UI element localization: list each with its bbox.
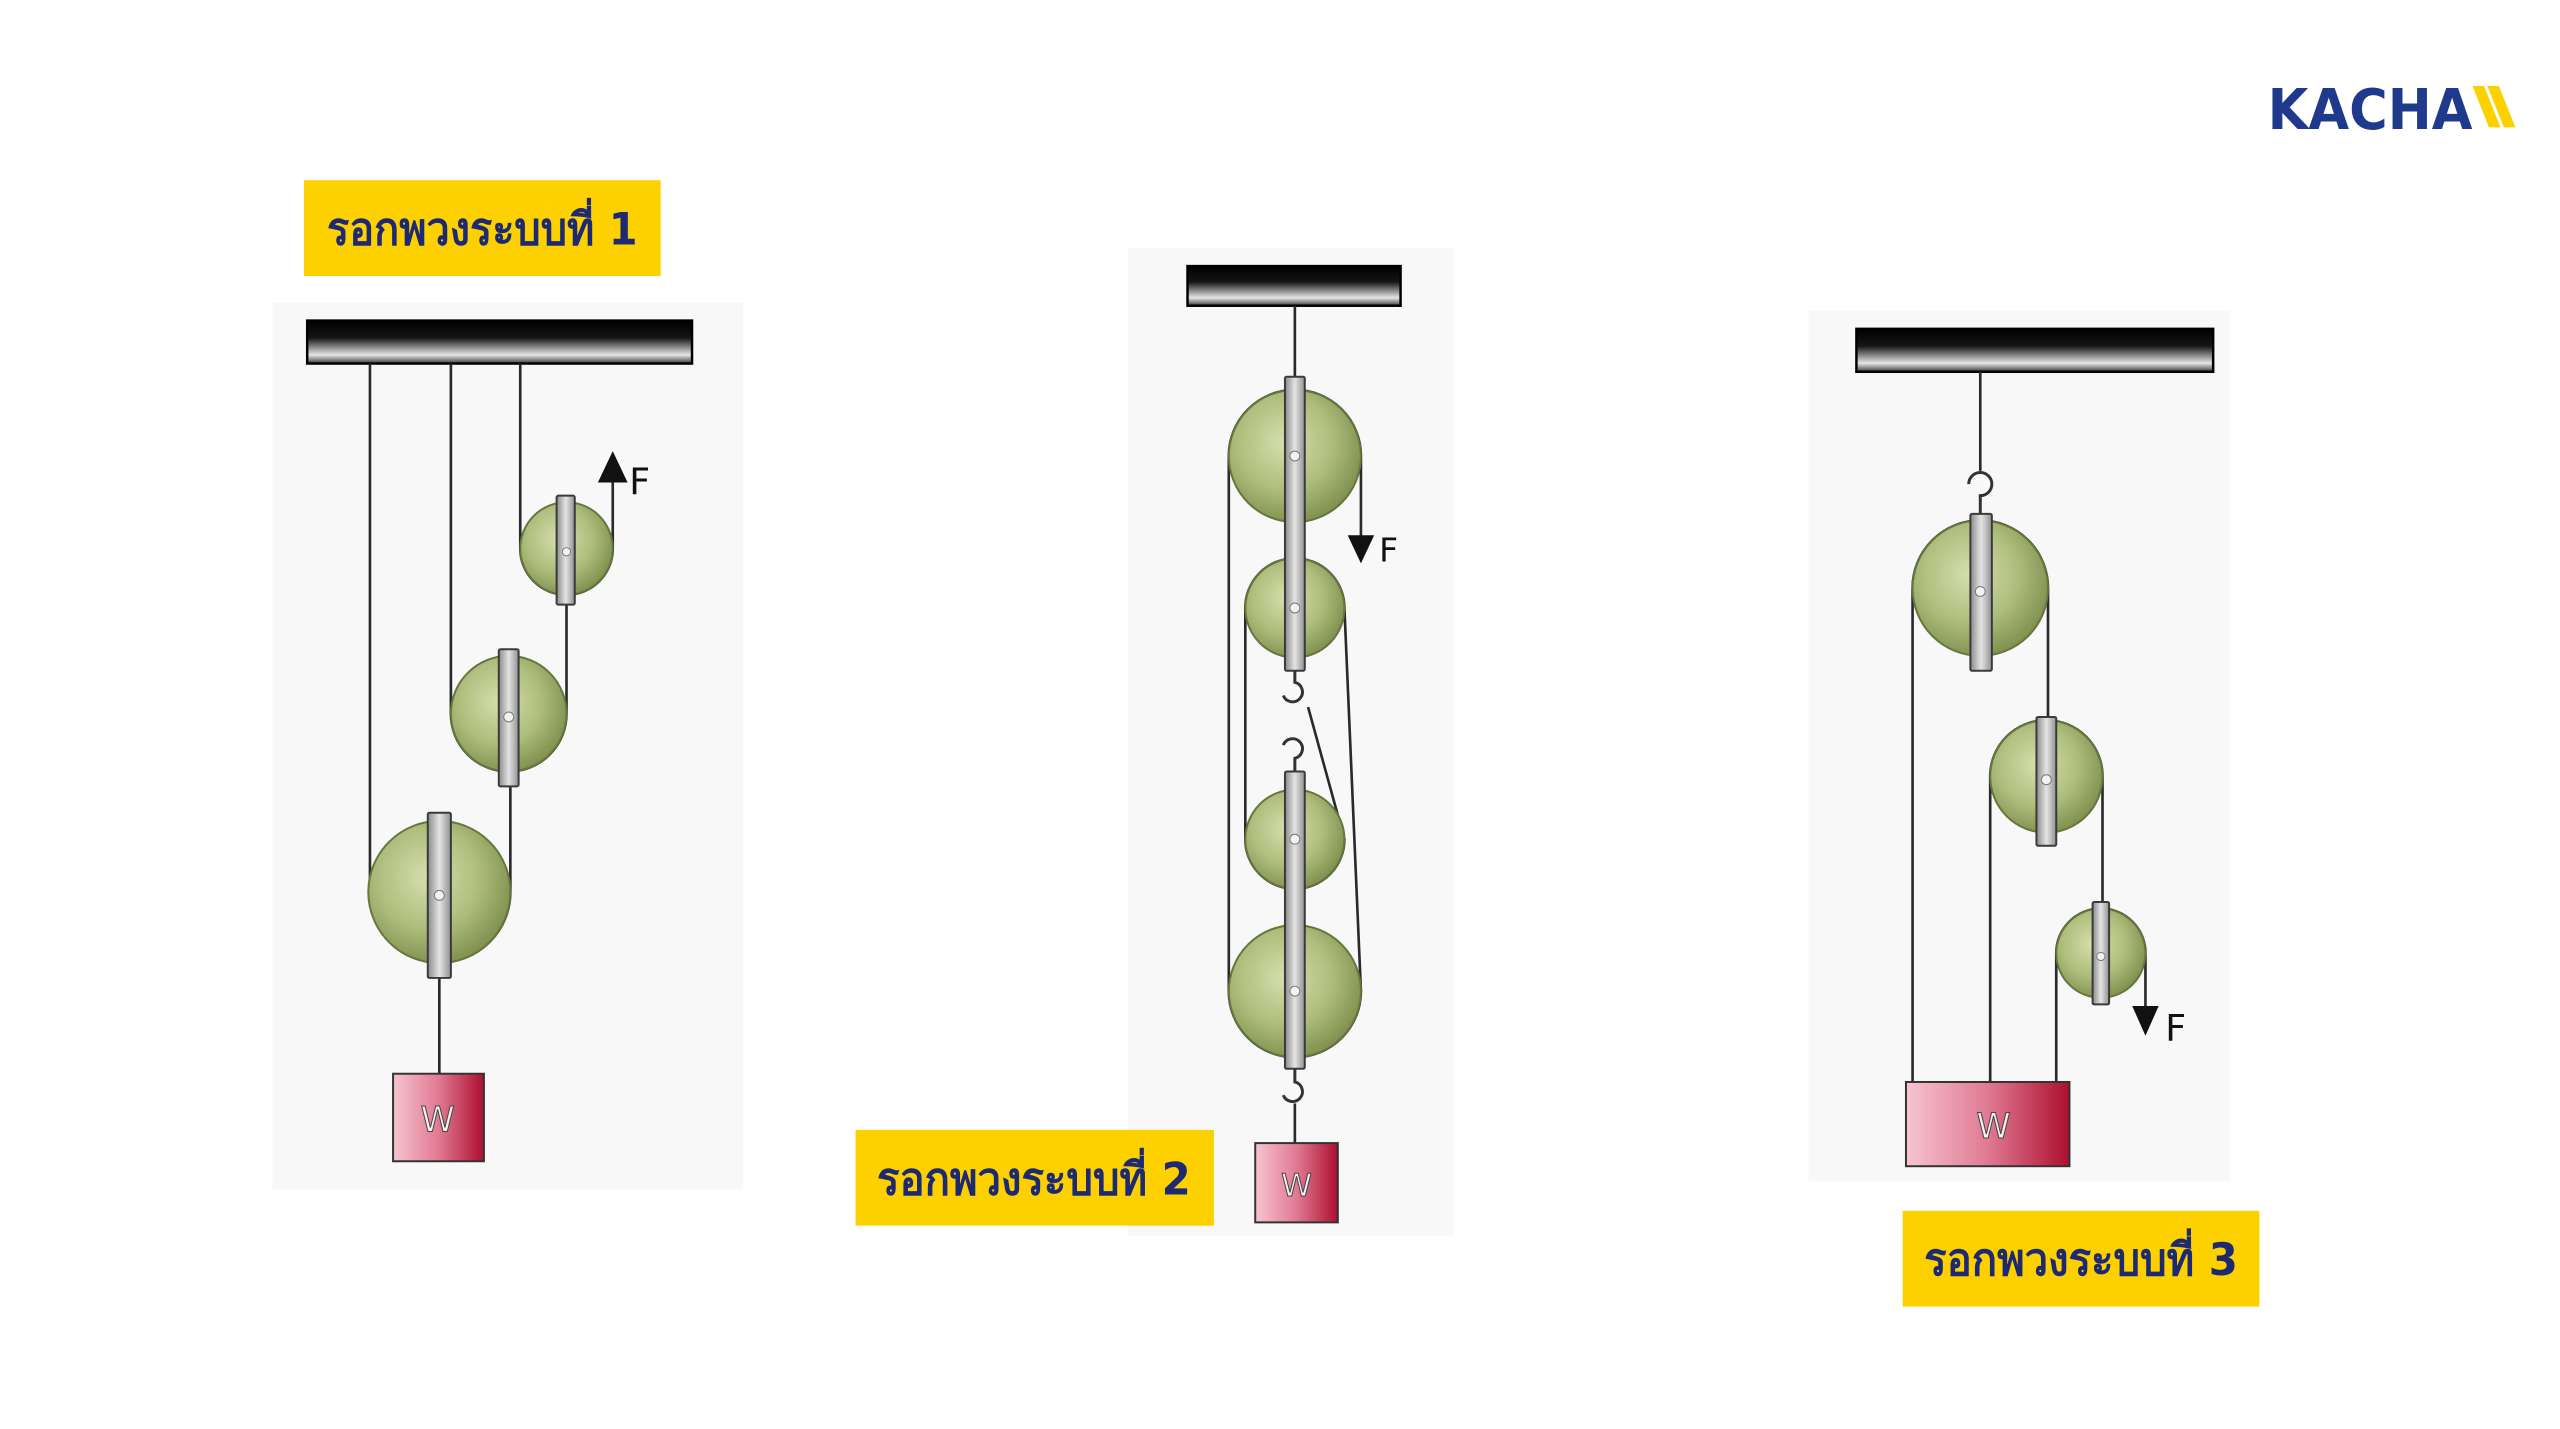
pulley-axle <box>2096 951 2106 962</box>
force-label: F <box>2165 1007 2186 1050</box>
hook-icon <box>1967 471 1994 514</box>
pulley-axle <box>2040 774 2052 786</box>
pulley-holder <box>1283 770 1306 1070</box>
weight-block <box>1904 1080 2071 1168</box>
force-label: F <box>1379 531 1398 570</box>
system-3-label: รอกพวงระบบที่ 3 <box>1902 1210 2260 1307</box>
pulley-large <box>367 811 512 979</box>
hook-icon <box>1281 670 1304 704</box>
label-box <box>303 180 661 276</box>
label-box <box>1902 1210 2260 1307</box>
hook-icon <box>1281 737 1304 772</box>
pulley-system-1: F W <box>272 302 744 1190</box>
weight-label: W <box>1281 1168 1312 1204</box>
logo-accent-stripe <box>2472 86 2501 128</box>
label-text: รอกพวงระบบที่ 3 <box>1924 1228 2238 1286</box>
pulley-system-3: F W <box>1808 310 2230 1182</box>
force-label: F <box>629 460 650 503</box>
weight-block <box>392 1072 485 1163</box>
label-text: รอกพวงระบบที่ 1 <box>327 198 638 256</box>
pulley-axle <box>1289 985 1301 997</box>
logo-accent-stripe <box>2487 86 2516 128</box>
pulley-system-2: F W <box>1128 247 1454 1236</box>
pulley-medium <box>1989 715 2104 847</box>
pulley-axle <box>1289 833 1301 845</box>
ceiling-bar <box>305 319 694 365</box>
pulley-medium <box>449 648 568 788</box>
system-2-label: รอกพวงระบบที่ 2 <box>855 1129 1214 1226</box>
pulley-axle <box>1289 450 1301 462</box>
force-arrow-down-icon <box>1347 535 1375 564</box>
system-1-label: รอกพวงระบบที่ 1 <box>303 180 661 276</box>
weight-block <box>1254 1142 1339 1224</box>
weight-label: W <box>421 1101 455 1141</box>
pulley-small <box>519 494 614 606</box>
pulley-axle <box>561 547 572 557</box>
force-arrow-up-icon <box>597 451 628 483</box>
label-text: รอกพวงระบบที่ 2 <box>877 1147 1191 1205</box>
label-box <box>855 1129 1214 1226</box>
ceiling-bar <box>1186 264 1402 307</box>
pulley-axle <box>1289 602 1301 614</box>
pulley-large <box>1911 512 2049 672</box>
kacha-logo: KACHA <box>2268 78 2516 143</box>
logo-text: KACHA <box>2268 78 2473 143</box>
pulley-axle <box>1974 586 1986 597</box>
weight-label: W <box>1976 1107 2010 1147</box>
hook-icon <box>1281 1068 1304 1103</box>
ceiling-bar <box>1855 327 2215 374</box>
pulley-holder <box>1283 375 1306 672</box>
lower-pulley-block <box>1227 770 1362 1070</box>
pulley-axle <box>433 889 445 901</box>
pulley-small <box>2055 900 2147 1006</box>
force-arrow-down-icon <box>2132 1006 2159 1036</box>
pulley-axle <box>503 711 515 723</box>
